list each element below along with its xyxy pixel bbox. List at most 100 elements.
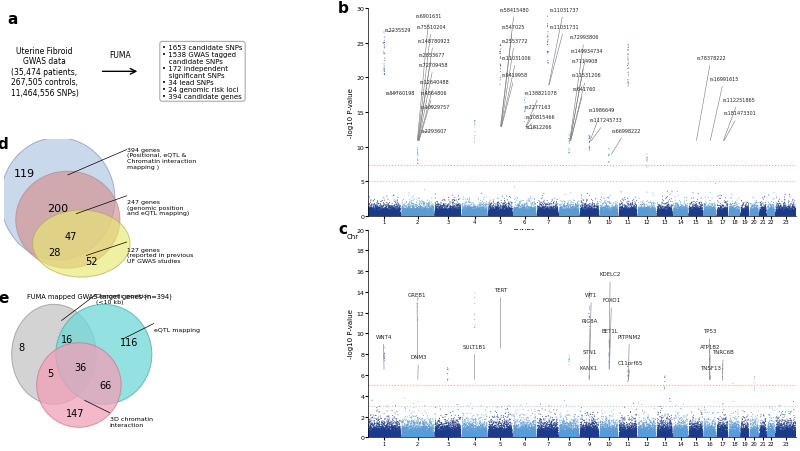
Point bbox=[658, 431, 671, 438]
Point bbox=[681, 210, 694, 217]
Point bbox=[534, 434, 546, 441]
Point bbox=[568, 419, 581, 427]
Point bbox=[783, 433, 796, 441]
Point bbox=[442, 431, 454, 438]
Point bbox=[389, 208, 402, 215]
Point bbox=[462, 211, 475, 218]
Point bbox=[648, 428, 661, 436]
Point bbox=[683, 212, 696, 220]
Point bbox=[768, 211, 781, 218]
Point bbox=[418, 430, 430, 437]
Point bbox=[457, 212, 470, 220]
Point bbox=[594, 211, 607, 218]
Point bbox=[377, 430, 390, 437]
Point bbox=[569, 433, 582, 440]
Point bbox=[442, 433, 455, 440]
Point bbox=[366, 432, 379, 439]
Point bbox=[615, 211, 628, 218]
Point bbox=[382, 202, 395, 209]
Point bbox=[446, 209, 458, 216]
Point bbox=[473, 212, 486, 219]
Point bbox=[597, 422, 610, 429]
Point bbox=[590, 211, 603, 218]
Point bbox=[718, 212, 731, 220]
Point bbox=[750, 419, 763, 426]
Point bbox=[547, 212, 560, 220]
Point bbox=[750, 429, 762, 437]
Point bbox=[370, 426, 383, 433]
Point bbox=[396, 205, 409, 212]
Point bbox=[738, 210, 750, 217]
Point bbox=[502, 209, 514, 216]
Point bbox=[589, 209, 602, 216]
Point bbox=[494, 43, 506, 50]
Point bbox=[532, 210, 545, 217]
Point bbox=[757, 212, 770, 220]
Point bbox=[386, 210, 398, 217]
Point bbox=[678, 212, 690, 219]
Point bbox=[483, 208, 496, 216]
Point bbox=[658, 431, 671, 438]
Point bbox=[409, 432, 422, 439]
Point bbox=[634, 212, 646, 219]
Point bbox=[765, 212, 778, 219]
Point bbox=[640, 429, 653, 436]
Point bbox=[462, 202, 475, 209]
Point bbox=[498, 213, 510, 220]
Point bbox=[528, 212, 541, 219]
Point bbox=[461, 424, 474, 431]
Point bbox=[386, 415, 399, 422]
Point bbox=[382, 434, 394, 441]
Point bbox=[541, 428, 554, 436]
Point bbox=[388, 208, 401, 215]
Point bbox=[748, 212, 761, 220]
Point bbox=[452, 420, 465, 428]
Point bbox=[398, 211, 410, 218]
Point bbox=[394, 207, 406, 214]
Point bbox=[653, 211, 666, 218]
Point bbox=[740, 434, 753, 441]
Point bbox=[374, 201, 387, 208]
Point bbox=[738, 212, 750, 220]
Point bbox=[550, 212, 563, 219]
Point bbox=[630, 212, 643, 219]
Point bbox=[580, 428, 593, 435]
Point bbox=[465, 429, 478, 436]
Point bbox=[474, 211, 486, 218]
Point bbox=[702, 213, 714, 220]
Point bbox=[579, 200, 592, 207]
Point bbox=[578, 430, 591, 437]
Point bbox=[494, 212, 506, 220]
Point bbox=[460, 207, 473, 214]
Point bbox=[470, 433, 482, 440]
Point bbox=[596, 433, 609, 440]
Point bbox=[653, 209, 666, 216]
Point bbox=[583, 207, 596, 214]
Point bbox=[402, 209, 414, 216]
Point bbox=[681, 208, 694, 215]
Point bbox=[558, 433, 571, 440]
Point bbox=[421, 209, 434, 216]
Point bbox=[439, 430, 452, 437]
Point bbox=[517, 431, 530, 438]
Point bbox=[780, 207, 793, 215]
Point bbox=[642, 212, 655, 220]
Point bbox=[465, 213, 478, 220]
Point bbox=[570, 208, 582, 216]
Point bbox=[498, 429, 511, 437]
Point bbox=[533, 213, 546, 220]
Point bbox=[680, 431, 693, 438]
Point bbox=[404, 433, 417, 440]
Point bbox=[626, 433, 639, 440]
Point bbox=[555, 430, 568, 437]
Point bbox=[739, 212, 752, 220]
Point bbox=[519, 212, 532, 220]
Point bbox=[583, 432, 596, 439]
Point bbox=[670, 428, 682, 436]
Point bbox=[389, 432, 402, 439]
Point bbox=[674, 426, 686, 433]
Point bbox=[694, 424, 707, 432]
Point bbox=[535, 431, 548, 438]
Point bbox=[426, 431, 438, 438]
Point bbox=[595, 213, 608, 220]
